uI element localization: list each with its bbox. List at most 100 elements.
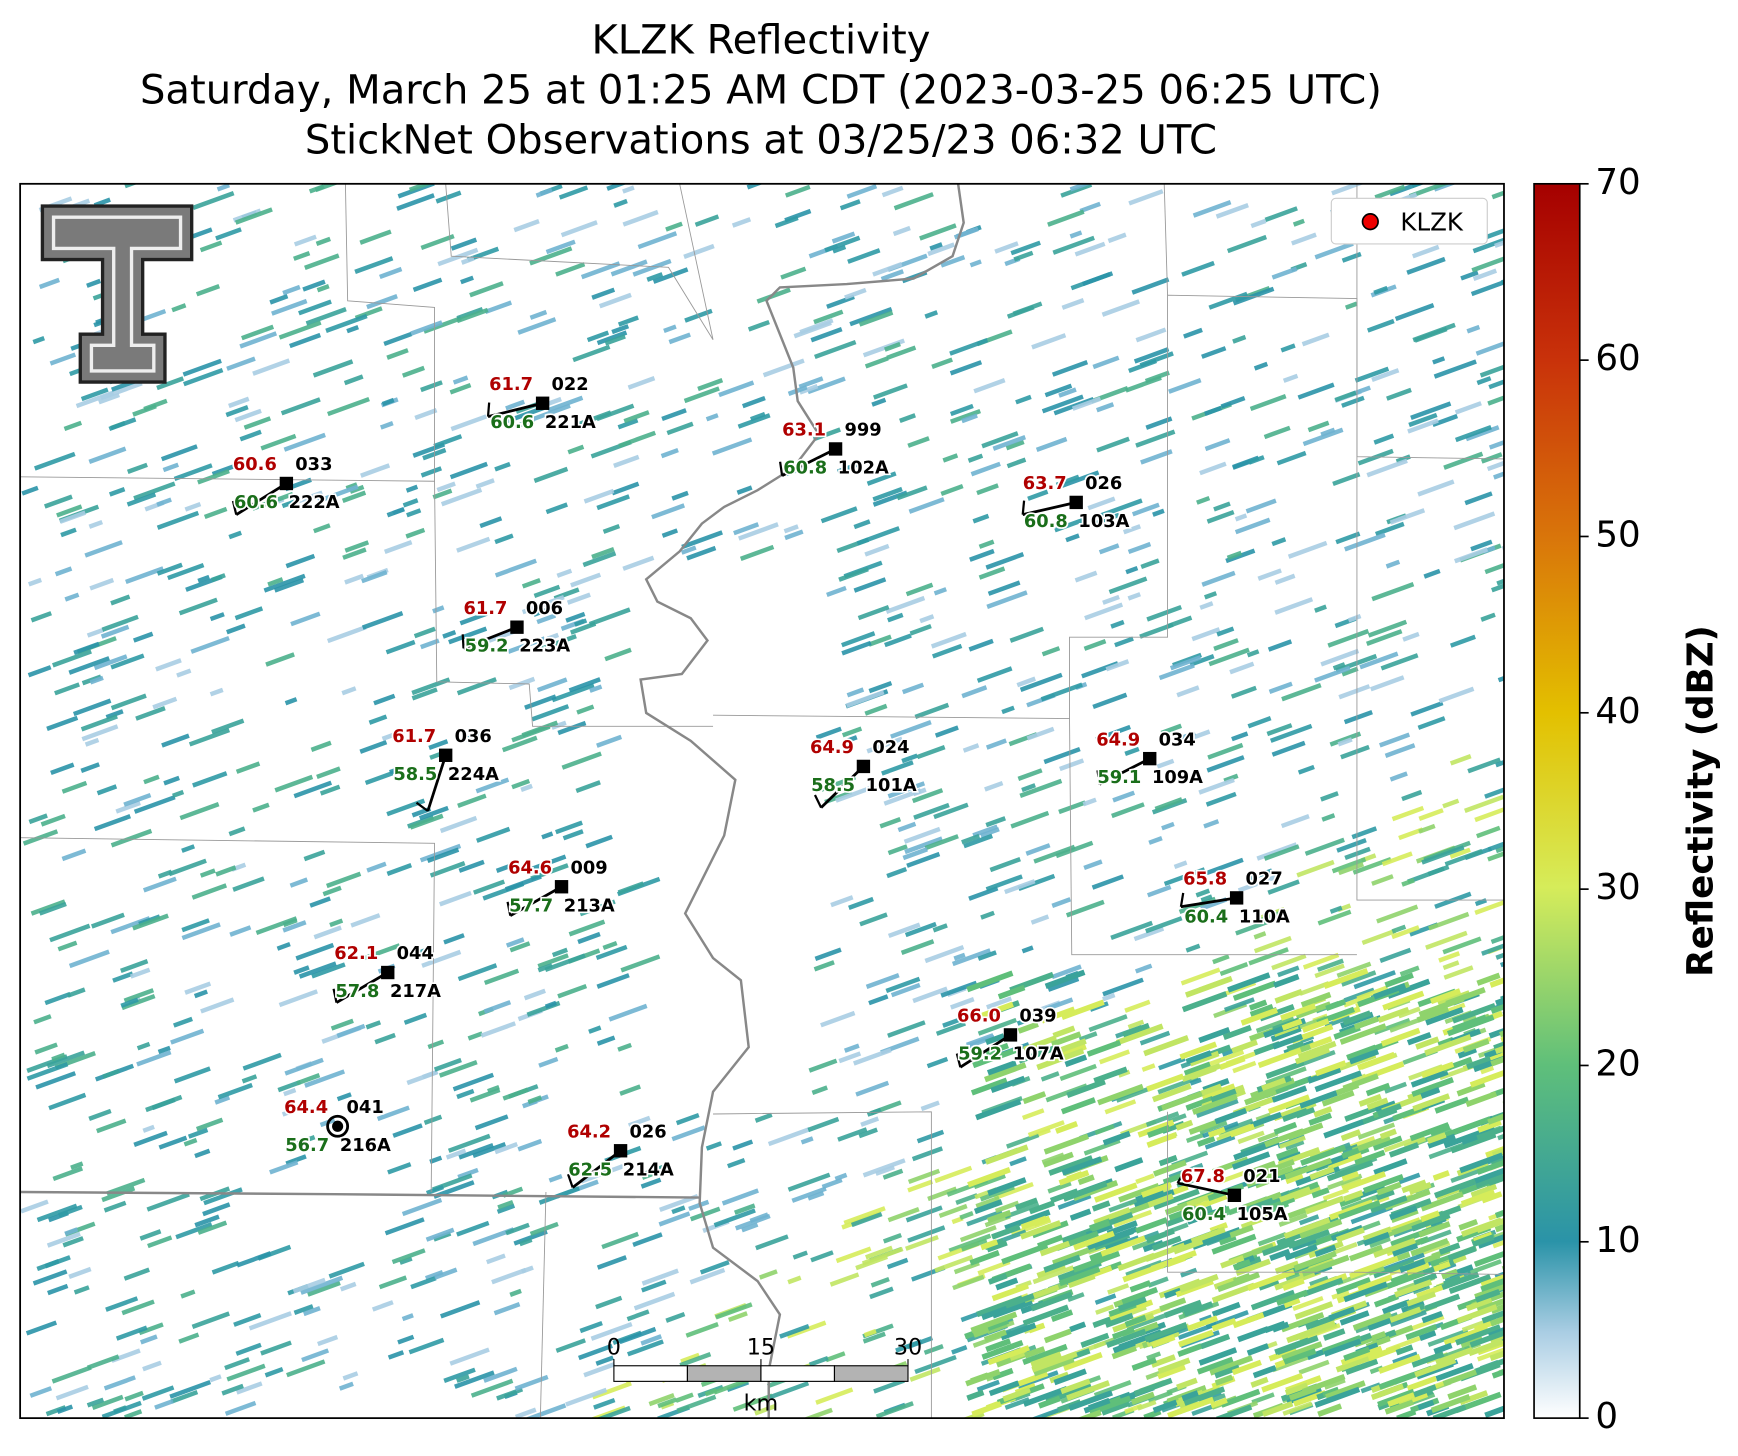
radar-echo [1127, 592, 1141, 601]
radar-echo [640, 1334, 663, 1346]
radar-echo [52, 649, 92, 668]
radar-echo [1135, 327, 1167, 343]
radar-echo [1177, 1343, 1203, 1357]
radar-echo [264, 1366, 284, 1378]
radar-echo [1391, 924, 1407, 934]
radar-echo [626, 1309, 650, 1322]
radar-echo [432, 488, 453, 500]
radar-echo [1101, 299, 1140, 317]
radar-echo [1163, 867, 1206, 887]
radar-echo [1480, 1271, 1504, 1292]
radar-echo [826, 585, 847, 598]
radar-echo [836, 461, 860, 474]
radar-echo [1098, 1049, 1130, 1065]
radar-echo [1394, 303, 1435, 322]
radar-echo [1188, 1119, 1219, 1135]
barb-flag [486, 402, 491, 417]
radar-echo [1435, 1347, 1474, 1366]
radar-echo [938, 1203, 968, 1219]
radar-echo [1145, 1111, 1180, 1127]
radar-echo [934, 1165, 973, 1184]
radar-echo [1389, 1016, 1424, 1033]
radar-echo [617, 1042, 632, 1052]
radar-echo [344, 540, 370, 553]
radar-echo [992, 1367, 1014, 1381]
radar-echo [1206, 509, 1235, 524]
radar-echo [741, 395, 766, 409]
barb-flag [332, 988, 338, 1003]
radar-echo [101, 1186, 136, 1203]
radar-echo [1376, 904, 1419, 924]
radar-echo [1009, 1156, 1027, 1167]
radar-echo [596, 1035, 616, 1046]
radar-echo [1415, 1036, 1440, 1050]
radar-echo [1494, 232, 1504, 249]
radar-echo [1014, 1197, 1039, 1211]
radar-echo [467, 1031, 484, 1041]
radar-echo [364, 770, 396, 786]
radar-echo [434, 1267, 458, 1280]
station-id: 213A [564, 895, 615, 916]
radar-echo [80, 387, 109, 402]
pressure: 027 [1246, 869, 1283, 890]
radar-echo [914, 1354, 957, 1375]
radar-echo [469, 281, 504, 298]
radar-echo [869, 1286, 894, 1300]
radar-echo [233, 1312, 262, 1327]
radar-echo [975, 1001, 1014, 1021]
radar-echo [961, 413, 978, 424]
radar-echo [1177, 1321, 1218, 1340]
radar-echo [1373, 1018, 1411, 1036]
radar-echo [799, 318, 834, 335]
radar-echo [1066, 1380, 1110, 1401]
radar-echo [738, 522, 779, 541]
radar-echo [1261, 1239, 1297, 1257]
radar-echo [420, 380, 443, 393]
radar-echo [139, 1229, 162, 1241]
radar-echo [1131, 1357, 1157, 1371]
colorbar-label: Reflectivity (dBZ) [1680, 625, 1721, 977]
radar-echo [849, 306, 893, 327]
station-id: 214A [623, 1159, 674, 1180]
radar-echo [866, 471, 897, 486]
titles: KLZK Reflectivity Saturday, March 25 at … [140, 17, 1382, 163]
radar-echo [632, 258, 672, 277]
radar-echo [1349, 1244, 1384, 1262]
radar-echo [987, 1273, 1008, 1285]
radar-echo [1317, 909, 1352, 926]
radar-echo [1380, 653, 1419, 671]
colorbar-tick-label: 10 [1595, 1220, 1640, 1261]
radar-echo [981, 431, 1019, 449]
radar-echo [1043, 1328, 1072, 1344]
radar-echo [68, 1266, 92, 1279]
radar-echo [1284, 1157, 1333, 1180]
radar-echo [1471, 253, 1504, 273]
radar-echo [110, 1348, 141, 1363]
temperature: 61.7 [464, 598, 508, 619]
radar-echo [70, 1161, 84, 1170]
radar-echo [440, 487, 483, 507]
radar-echo [1083, 859, 1103, 871]
radar-echo [1077, 1174, 1095, 1186]
radar-echo [28, 577, 42, 587]
dewpoint: 58.5 [393, 764, 437, 785]
radar-echo [838, 567, 869, 582]
radar-echo [1251, 1392, 1275, 1405]
temperature: 64.9 [1096, 729, 1140, 750]
radar-echo [121, 993, 156, 1011]
radar-echo [1211, 1317, 1237, 1332]
radar-echo [328, 1261, 365, 1279]
radar-echo [1343, 1281, 1388, 1303]
radar-echo [235, 761, 261, 774]
radar-echo [229, 925, 252, 937]
radar-echo [276, 941, 291, 951]
radar-echo [951, 1345, 968, 1355]
radar-echo [1189, 1065, 1217, 1081]
legend-label: KLZK [1400, 208, 1463, 237]
radar-echo [184, 501, 202, 512]
radar-echo [1093, 1182, 1138, 1203]
